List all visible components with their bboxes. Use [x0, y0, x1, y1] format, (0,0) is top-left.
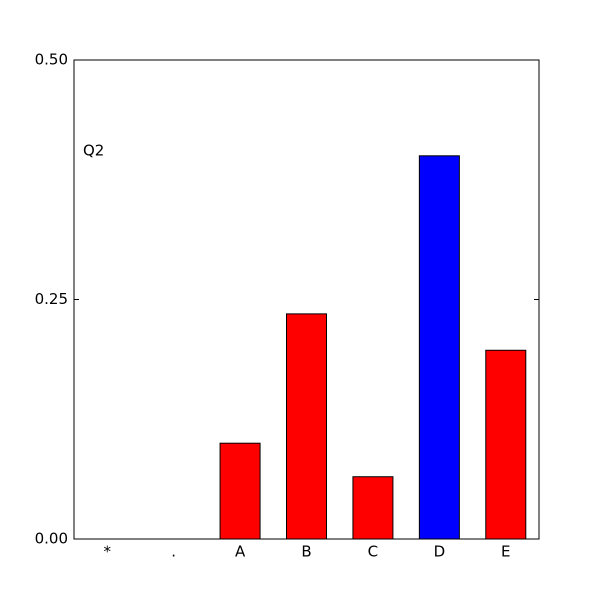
x-tick-label: . — [171, 543, 176, 561]
bar — [219, 442, 261, 540]
y-tick-label: 0.00 — [35, 530, 68, 548]
plot-frame — [73, 59, 540, 540]
y-tick-label: 0.50 — [35, 51, 68, 69]
x-tick-label: * — [103, 543, 111, 561]
x-tick-label: C — [368, 543, 378, 561]
bar — [485, 349, 527, 540]
bar — [286, 313, 327, 540]
x-tick-label: B — [301, 543, 311, 561]
bar — [352, 476, 394, 540]
x-tick-label: A — [235, 543, 246, 561]
bar — [418, 155, 460, 540]
x-tick-label: E — [501, 543, 510, 561]
x-tick-label: D — [434, 543, 446, 561]
annotation: Q2 — [83, 142, 104, 160]
y-tick-label: 0.25 — [35, 290, 68, 308]
